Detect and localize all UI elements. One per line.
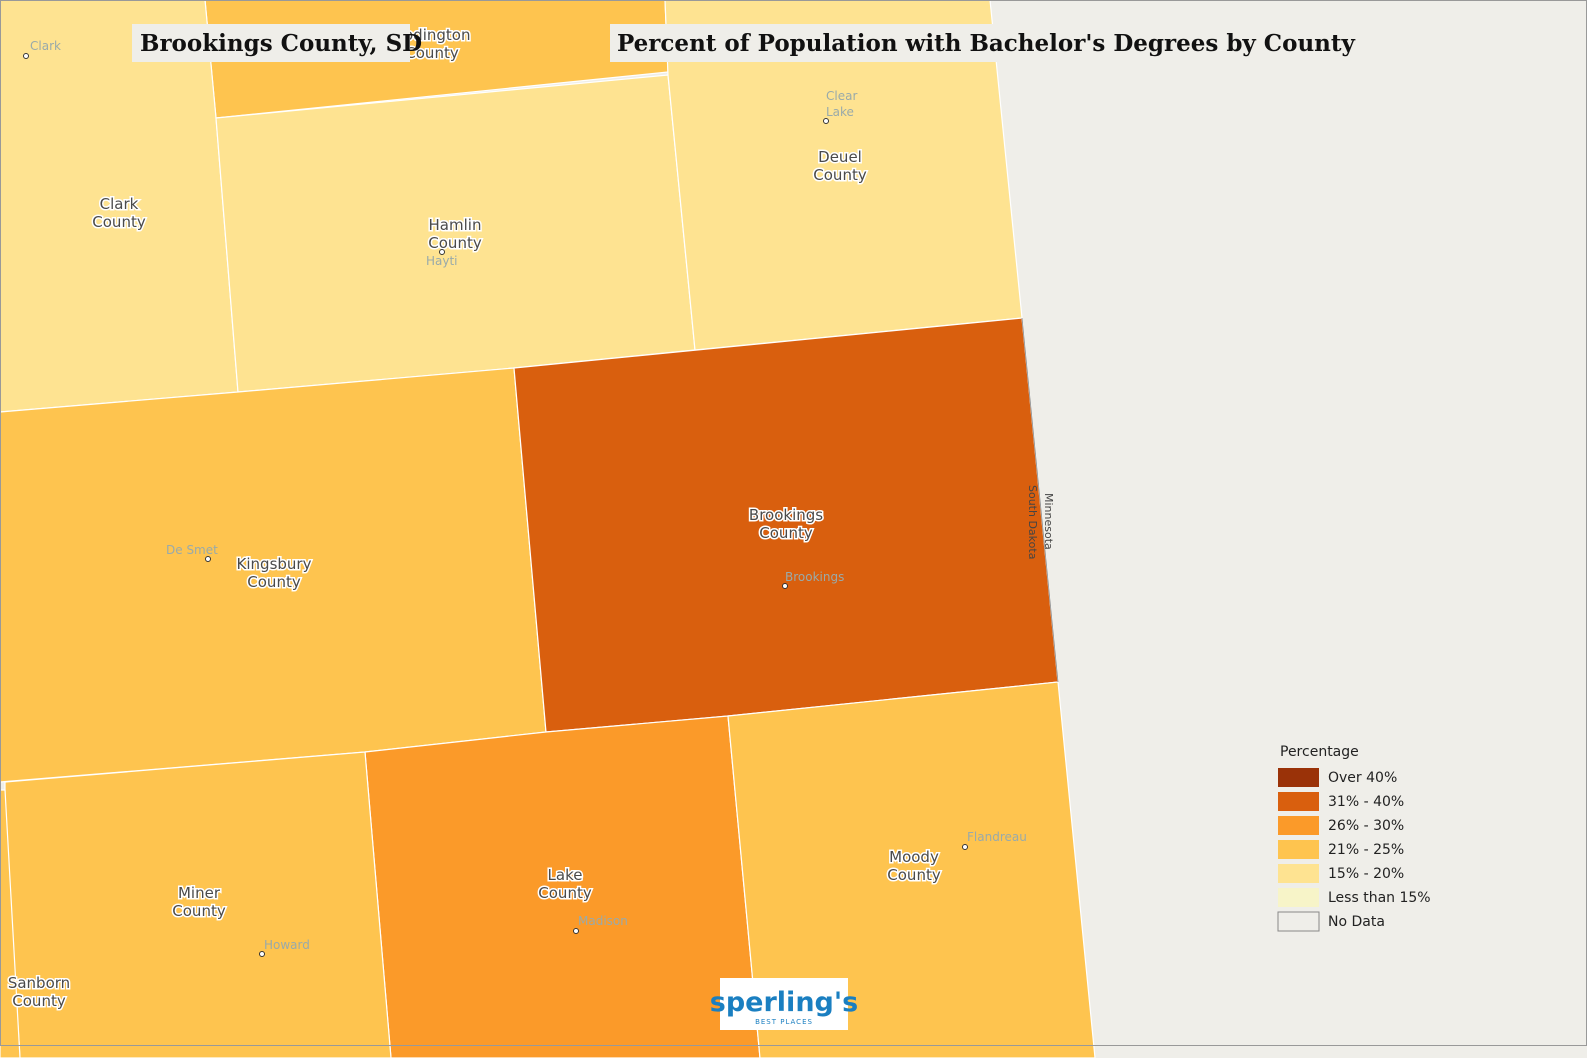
city-label: Hayti [426,254,458,268]
legend-swatch [1278,792,1319,811]
legend-label: 31% - 40% [1328,794,1404,810]
city-label: Madison [578,914,628,928]
legend-label: 26% - 30% [1328,818,1404,834]
legend-label: Over 40% [1328,770,1397,786]
county-label: Deuel [818,148,862,166]
legend: Percentage Over 40% 31% - 40% 26% - 30% 21% … [1277,744,1431,932]
logo-tagline: BEST PLACES [755,1018,813,1026]
county-label: Hamlin [429,216,482,234]
legend-label: 15% - 20% [1328,866,1404,882]
county-label: County [405,44,459,62]
legend-swatch [1278,840,1319,859]
county-label: Brookings [749,506,823,524]
legend-label: 21% - 25% [1328,842,1404,858]
state-label: Minnesota [1042,493,1055,550]
county-label: County [887,866,941,884]
city-dot [782,583,788,589]
city-label: Clark [30,39,61,53]
county-label: County [813,166,867,184]
city-dot [259,951,265,957]
city-label: Lake [826,105,854,119]
logo-box [720,978,848,1030]
county-label: County [172,902,226,920]
county-label: Clark [100,195,139,213]
county-label: County [759,524,813,542]
county-label: Lake [548,866,583,884]
city-label: Brookings [785,570,844,584]
state-label: South Dakota [1026,485,1039,559]
county [0,789,21,1058]
logo: sperling's [710,987,858,1018]
legend-swatch [1277,911,1320,932]
legend-label: No Data [1328,914,1385,930]
county-label: County [247,573,301,591]
state-border [1021,317,1059,683]
legend-swatch [1278,816,1319,835]
city-dot [573,928,579,934]
city-label: De Smet [166,543,218,557]
map-title: Percent of Population with Bachelor's De… [617,30,1356,57]
legend-swatch [1278,888,1319,907]
county-label: County [92,213,146,231]
city-dot [823,118,829,124]
location-title: Brookings County, SD [140,30,422,57]
title-box [610,24,1282,62]
city-dot [205,556,211,562]
legend-swatch [1278,864,1319,883]
city-dot [962,844,968,850]
legend-swatch [1278,768,1319,787]
city-dot [23,53,29,59]
county-label: County [428,234,482,252]
county-label: County [12,992,66,1010]
county-label: Sanborn [8,974,70,992]
city-label: Clear [826,89,857,103]
city-label: Howard [264,938,310,952]
legend-label: Less than 15% [1328,890,1431,906]
county [727,681,1096,1058]
city-dot [439,249,445,255]
county-label: Codington [394,26,471,44]
location-box [132,24,410,62]
county-label: Moody [889,848,939,866]
county-label: Miner [178,884,221,902]
county-label: Kingsbury [237,555,312,573]
city-label: Flandreau [967,830,1027,844]
legend-title: Percentage [1280,744,1359,760]
county-label: County [538,884,592,902]
